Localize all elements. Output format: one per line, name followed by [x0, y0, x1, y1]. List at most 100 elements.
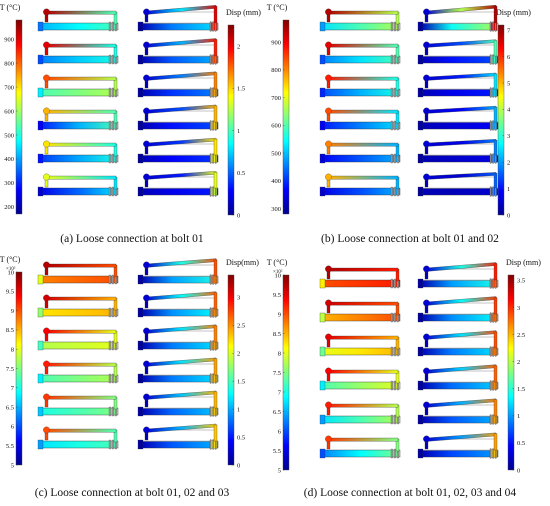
left-block — [319, 380, 326, 391]
stem-head — [325, 107, 332, 115]
deformed-arm — [425, 139, 498, 147]
displacement-colorbar-tick: 2.5 — [517, 332, 525, 339]
deformed-bar — [420, 122, 499, 130]
deformed-bar — [140, 23, 219, 31]
left-block — [37, 373, 44, 384]
bolt — [209, 307, 212, 318]
bolt — [393, 87, 396, 98]
displacement-model-5 — [137, 390, 219, 417]
temperature-model-1 — [319, 8, 401, 32]
stem-head — [325, 435, 332, 443]
stem-head — [43, 74, 50, 82]
displacement-colorbar-title: Disp(mm) — [226, 258, 259, 267]
bolt — [111, 153, 114, 164]
left-block — [137, 439, 144, 450]
stem-head — [423, 367, 430, 375]
bolt — [489, 153, 492, 164]
bolt — [209, 274, 212, 285]
deformed-arm — [145, 137, 218, 147]
displacement-model-3 — [137, 71, 219, 98]
stem-head — [423, 435, 430, 443]
left-block — [37, 54, 44, 65]
deformed-arm — [145, 38, 218, 48]
left-block — [417, 414, 424, 425]
left-block — [37, 186, 44, 197]
left-block — [37, 21, 44, 32]
temperature-colorbar-tick: 8 — [11, 347, 14, 354]
bolt — [492, 448, 494, 459]
deformed-arm — [425, 330, 498, 340]
upper-arm — [45, 109, 117, 114]
deformed-riser — [493, 263, 498, 281]
upper-arm — [327, 301, 399, 306]
lower-bar — [321, 415, 401, 424]
bolt — [209, 340, 212, 351]
stem-head — [143, 173, 150, 181]
displacement-colorbar-tick: 2.5 — [237, 323, 245, 330]
deformed-bar — [140, 122, 219, 130]
bolt — [108, 153, 111, 164]
left-block — [319, 448, 326, 459]
stem-head — [143, 8, 150, 16]
bolt — [209, 153, 212, 164]
temperature-colorbar-tick: 700 — [4, 84, 14, 91]
bolt — [212, 274, 214, 285]
deformed-riser — [213, 325, 218, 343]
left-block — [37, 340, 44, 351]
temperature-model-3 — [37, 74, 119, 98]
bolt — [212, 186, 214, 197]
temperature-colorbar-tick: 600 — [271, 123, 281, 130]
left-block — [137, 373, 144, 384]
lower-bar — [39, 88, 119, 97]
lower-bar — [39, 22, 119, 31]
bolt — [212, 406, 214, 417]
bolt — [390, 153, 393, 164]
stem-head — [423, 74, 430, 82]
displacement-model-5 — [137, 137, 219, 164]
upper-arm — [327, 267, 399, 272]
lower-bar — [321, 347, 401, 356]
temperature-model-4 — [37, 360, 119, 384]
stem-head — [325, 74, 332, 82]
deformed-bar — [420, 89, 499, 97]
lower-bar — [321, 88, 401, 97]
deformed-bar — [140, 89, 219, 97]
bolt — [212, 307, 214, 318]
bolt — [390, 278, 393, 289]
stem-head — [143, 327, 150, 335]
upper-arm — [45, 395, 117, 400]
displacement-model-3 — [137, 324, 219, 351]
lower-bar — [39, 407, 119, 416]
temperature-model-6 — [319, 435, 401, 459]
bolt — [111, 340, 114, 351]
upper-arm — [45, 10, 117, 15]
stem-head — [143, 393, 150, 401]
bolt — [393, 21, 396, 32]
stem-head — [143, 261, 150, 269]
deformed-riser — [493, 365, 498, 383]
upper-arm — [327, 10, 399, 15]
temperature-model-1 — [319, 265, 401, 289]
stem-head — [423, 401, 430, 409]
stem-head — [325, 333, 332, 341]
stem-head — [423, 41, 430, 49]
bolt — [108, 406, 111, 417]
panel-caption: (c) Loose connection at bolt 01, 02 and … — [35, 487, 230, 499]
displacement-colorbar-tick: 0 — [507, 212, 510, 219]
stem-head — [43, 8, 50, 16]
displacement-colorbar-tick: 0 — [237, 462, 240, 469]
stem-head — [325, 140, 332, 148]
displacement-model-6 — [137, 423, 219, 450]
lower-bar — [321, 22, 401, 31]
bolt — [209, 87, 212, 98]
upper-arm — [45, 296, 117, 301]
temperature-model-5 — [37, 393, 119, 417]
displacement-colorbar-tick: 1 — [507, 186, 510, 193]
deformed-bar — [420, 450, 499, 458]
deformed-arm — [425, 432, 498, 442]
bolt — [212, 340, 214, 351]
bolt — [393, 380, 396, 391]
temperature-colorbar-tick: 800 — [271, 67, 281, 74]
